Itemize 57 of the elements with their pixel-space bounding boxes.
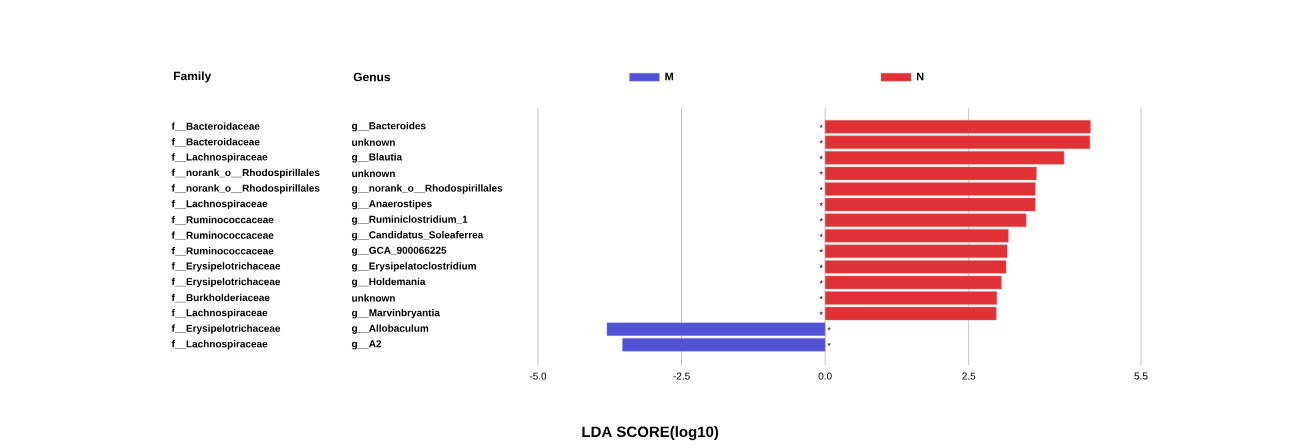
data-label: * (819, 202, 823, 206)
y2-tick-label: f__Bacteroidaceae (171, 122, 260, 131)
data-label: * (819, 264, 823, 268)
bar (622, 338, 826, 352)
y-tick-label: g__Blautia (351, 153, 403, 163)
y2-tick-label: f__Ruminococcaceae (171, 215, 274, 225)
data-label: * (819, 218, 823, 222)
data-label: * (827, 327, 831, 331)
x-tick-label: 2.5 (962, 372, 976, 380)
y-tick-label: unknown (352, 138, 395, 146)
y2-tick-label: f__Erysipelotrichaceae (171, 324, 281, 334)
y2-tick-label: f__norank_o__Rhodospirillales (171, 184, 320, 194)
y2-tick-label: f__Burkholderiaceae (171, 293, 270, 303)
x-axis-title: LDA SCORE(log10) (582, 426, 719, 441)
x-tick-label: 0.0 (818, 372, 832, 380)
y-tick-label: unknown (352, 294, 395, 302)
y-tick-label: g__Allobaculum (351, 324, 429, 334)
data-label: * (819, 155, 823, 159)
x-tick-label: 5.5 (1134, 372, 1148, 380)
data-label: * (827, 342, 831, 346)
y-tick-label: g__Anaerostipes (351, 199, 432, 210)
y2-tick-label: f__Erysipelotrichaceae (171, 262, 281, 272)
data-label: * (819, 249, 823, 253)
y-tick-label: g__Candidatus_Soleaferrea (351, 231, 484, 241)
y2-tick-label: f__Lachnospiraceae (171, 308, 268, 319)
bar (606, 322, 826, 336)
y-tick-label: g__Erysipelatoclostridium (351, 262, 476, 272)
x-tick-label: -5.0 (529, 372, 547, 380)
data-label: * (819, 124, 823, 128)
y-tick-label: g__Bacteroides (351, 122, 426, 132)
y2-tick-label: f__Lachnospiraceae (171, 340, 268, 350)
y2-tick-label: f__Lachnospiraceae (171, 199, 268, 210)
y-tick-label: g__GCA_900066225 (351, 246, 447, 256)
legend-label: N (916, 72, 924, 81)
y-tick-label: g__Marvinbryantia (351, 308, 440, 319)
y-tick-label: unknown (352, 169, 395, 178)
y-tick-label: g__norank_o__Rhodospirillales (351, 184, 503, 194)
y2-tick-label: f__Erysipelotrichaceae (171, 277, 281, 288)
data-label: * (819, 295, 823, 300)
data-label: * (819, 233, 823, 237)
y-tick-label: g__Ruminiclostridium_1 (351, 215, 468, 225)
y2-tick-label: f__Lachnospiraceae (171, 153, 268, 163)
legend-label: M (665, 72, 674, 81)
data-label: * (819, 140, 823, 144)
y-tick-label: g__A2 (351, 340, 382, 350)
data-label: * (819, 280, 823, 284)
y2-tick-label: f__norank_o__Rhodospirillales (171, 168, 320, 179)
text: Family (174, 71, 212, 83)
data-label: * (819, 311, 823, 315)
data-label: * (819, 171, 823, 175)
y-tick-label: g__Holdemania (351, 277, 426, 288)
x-tick-label: -2.5 (673, 372, 690, 380)
y2-tick-label: f__Bacteroidaceae (171, 138, 260, 147)
data-label: * (819, 186, 823, 191)
text: Genus (353, 72, 391, 82)
y2-tick-label: f__Ruminococcaceae (171, 231, 274, 240)
y2-tick-label: f__Ruminococcaceae (171, 247, 274, 256)
